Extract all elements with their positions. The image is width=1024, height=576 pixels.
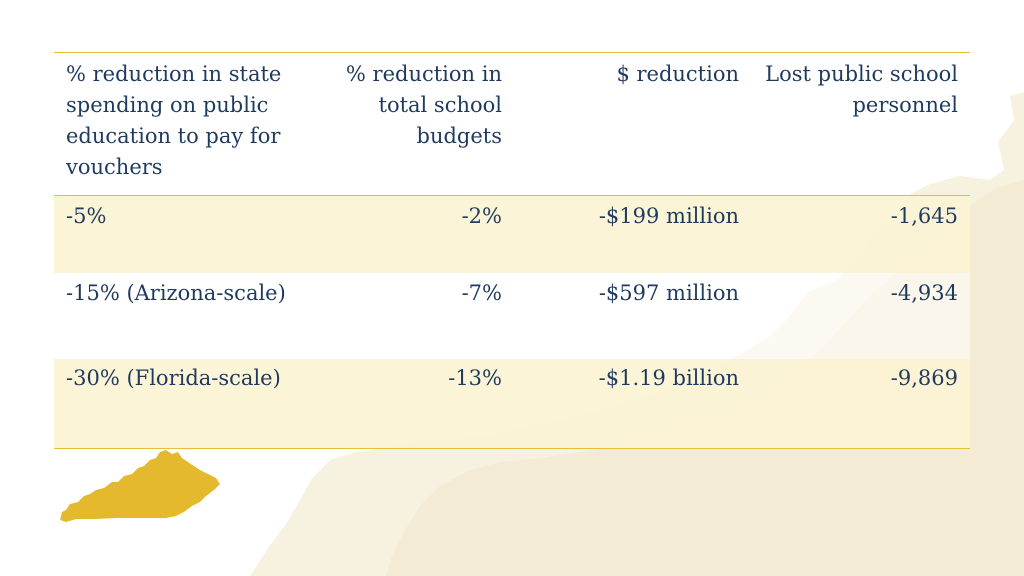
table-cell: -9,869 <box>890 365 958 390</box>
table-cell: -2% <box>461 204 502 228</box>
table-row: -15% (Arizona-scale) -7% -$597 million -… <box>54 272 970 359</box>
table-cell: -1,645 <box>890 204 958 228</box>
table-row: -30% (Florida-scale) -13% -$1.19 billion… <box>54 358 970 449</box>
table-cell: -13% <box>448 365 502 390</box>
header-dollar-reduction: $ reduction <box>616 62 739 86</box>
table-cell: -30% (Florida-scale) <box>66 365 281 390</box>
table-cell: -$1.19 billion <box>598 365 739 390</box>
kentucky-state-icon <box>60 450 220 522</box>
header-lost-personnel: Lost public school personnel <box>765 62 958 117</box>
table-cell: -$199 million <box>598 204 739 228</box>
voucher-impact-table: % reduction in state spending on public … <box>54 52 970 449</box>
table-cell: -4,934 <box>890 280 958 305</box>
table-cell: -7% <box>461 280 502 305</box>
table-header-row: % reduction in state spending on public … <box>54 52 970 196</box>
table-cell: -5% <box>66 204 107 228</box>
table-cell: -$597 million <box>598 280 739 305</box>
table-cell: -15% (Arizona-scale) <box>66 280 286 305</box>
voucher-impact-table-container: % reduction in state spending on public … <box>54 52 970 449</box>
header-total-budget-reduction: % reduction in total school budgets <box>345 62 502 148</box>
header-state-spending-reduction: % reduction in state spending on public … <box>66 62 282 179</box>
table-row: -5% -2% -$199 million -1,645 <box>54 195 970 273</box>
